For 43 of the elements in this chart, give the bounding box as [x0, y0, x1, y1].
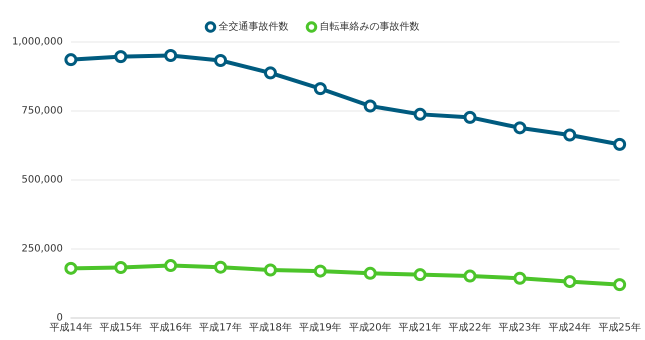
- x-tick-label: 平成14年: [50, 322, 92, 334]
- x-tick-label: 平成25年: [598, 322, 642, 334]
- point: [264, 263, 277, 276]
- y-tick-label: 500,000: [22, 174, 63, 186]
- point: [64, 262, 78, 275]
- y-tick-label: 0: [56, 312, 63, 324]
- point: [613, 138, 626, 151]
- point: [114, 260, 128, 274]
- point: [214, 54, 228, 67]
- x-tick-label: 平成19年: [298, 322, 342, 334]
- x-tick-label: 平成22年: [448, 322, 492, 334]
- point: [513, 272, 526, 285]
- y-tick-label: 250,000: [22, 244, 63, 255]
- y-tick-label: 750,000: [22, 106, 63, 117]
- point: [164, 259, 178, 272]
- point: [314, 82, 327, 96]
- point: [414, 108, 427, 121]
- point: [114, 50, 128, 64]
- x-tick-label: 平成16年: [149, 322, 192, 334]
- point: [463, 110, 476, 124]
- legend-label: 全交通事故件数: [218, 20, 288, 33]
- point: [164, 49, 178, 62]
- point: [463, 270, 476, 283]
- point: [513, 121, 526, 134]
- point: [414, 268, 427, 282]
- point: [64, 53, 78, 66]
- x-tick-label: 平成17年: [199, 322, 242, 334]
- point: [264, 66, 277, 80]
- x-tick-label: 平成18年: [249, 322, 292, 334]
- legend-label: 自転車絡みの事故件数: [320, 20, 420, 33]
- y-tick-label: 1,000,000: [12, 36, 63, 48]
- x-tick-label: 平成23年: [498, 322, 542, 334]
- point: [314, 264, 327, 278]
- x-tick-label: 平成20年: [348, 322, 392, 334]
- point: [613, 278, 626, 292]
- x-tick-label: 平成15年: [99, 322, 142, 334]
- point: [364, 100, 377, 113]
- x-tick-label: 平成24年: [548, 322, 592, 334]
- point: [364, 266, 377, 280]
- point: [563, 128, 576, 142]
- point: [563, 275, 576, 288]
- x-tick-label: 平成21年: [398, 322, 442, 334]
- point: [214, 260, 228, 274]
